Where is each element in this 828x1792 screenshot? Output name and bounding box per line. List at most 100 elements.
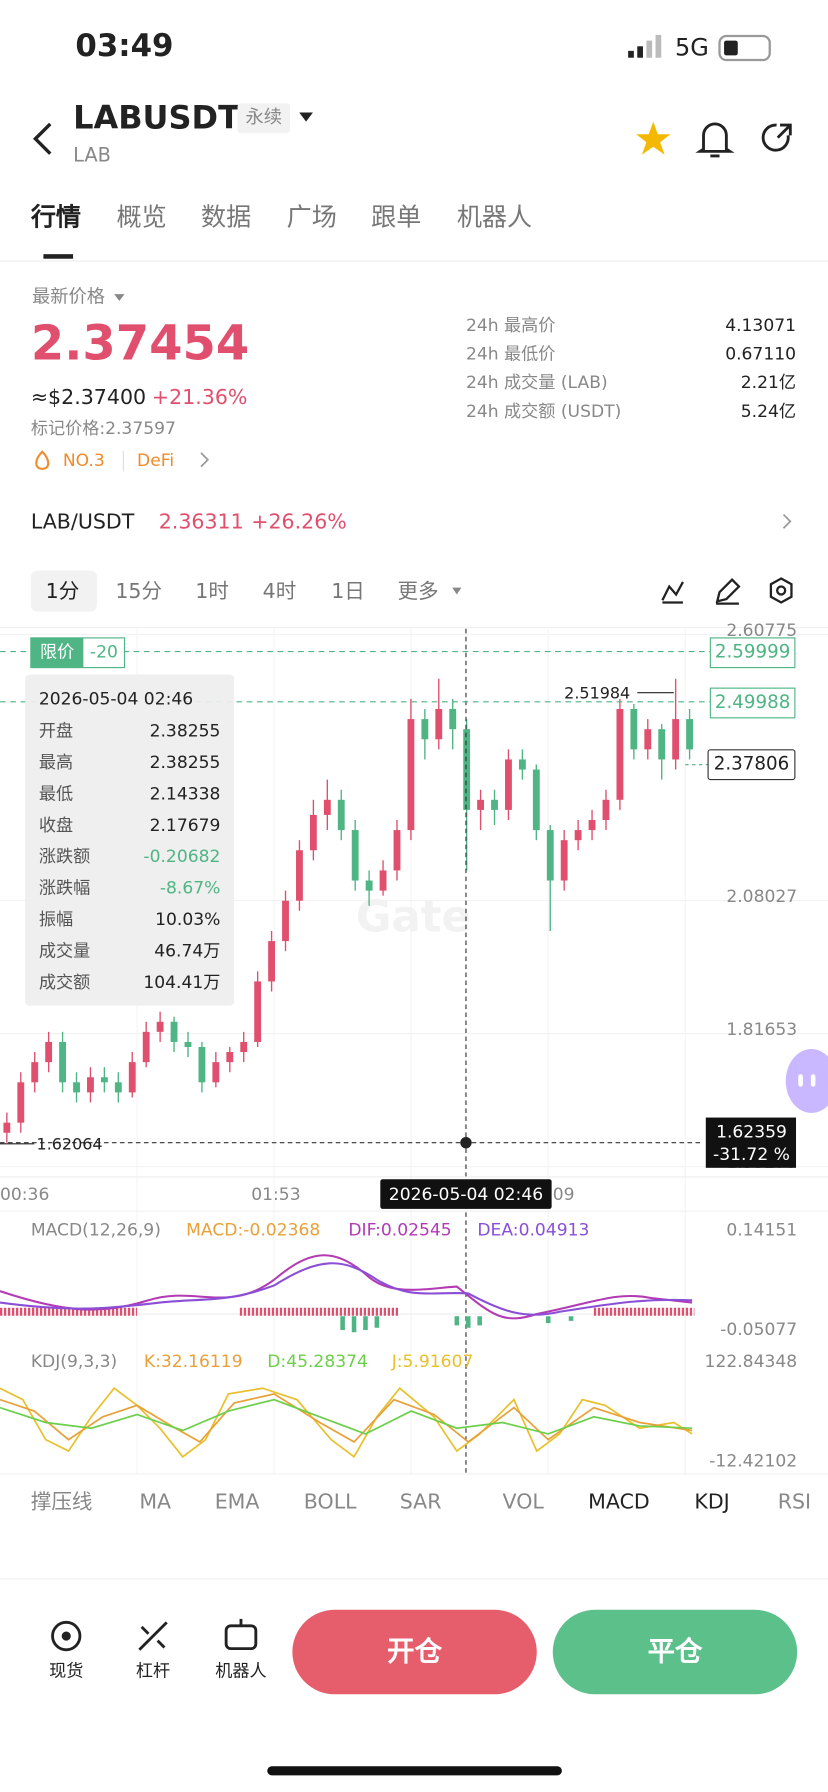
network: 5G <box>675 34 709 62</box>
dropdown[interactable] <box>114 294 125 301</box>
rank[interactable]: NO.3 <box>63 451 105 471</box>
stat-label: 24h 成交额 (USDT) <box>466 402 621 422</box>
d-line <box>0 1398 693 1435</box>
close-button[interactable] <box>552 1609 798 1695</box>
chevron <box>200 452 210 468</box>
tab[interactable]: 机器人 <box>457 203 532 232</box>
candle-body <box>184 1041 192 1048</box>
tab[interactable]: 概览 <box>116 203 166 232</box>
tab[interactable]: 广场 <box>287 203 337 232</box>
mark-price: 标记价格:2.37597 <box>31 419 176 439</box>
pair-name[interactable]: LAB/USDT <box>31 510 135 534</box>
indicator-tab[interactable]: SAR <box>400 1489 442 1513</box>
tab[interactable]: 跟单 <box>371 203 421 232</box>
share[interactable] <box>761 123 792 152</box>
kdj-d: D:45.28374 <box>267 1352 368 1372</box>
candle-body <box>3 1122 11 1133</box>
candle-body <box>31 1062 39 1083</box>
candle-body <box>393 830 401 871</box>
candle-body <box>100 1077 108 1083</box>
indicator-tab[interactable]: MA <box>139 1489 171 1513</box>
last-price-box <box>707 749 796 781</box>
k-line <box>0 1393 693 1443</box>
nav-item[interactable]: 现货 <box>49 1661 83 1681</box>
candle-body <box>505 759 512 810</box>
macd-max: 0.14151 <box>726 1221 797 1241</box>
symbol: LABUSDT <box>73 98 240 136</box>
interval[interactable]: 4时 <box>263 579 297 603</box>
x-label: 00:36 <box>0 1185 49 1205</box>
candle-body <box>491 799 498 810</box>
back-button[interactable] <box>32 122 52 155</box>
tooltip-label: 成交量 <box>39 941 90 961</box>
bubble-eye <box>810 1074 816 1087</box>
candle-body <box>463 729 471 810</box>
candle-body <box>59 1041 67 1083</box>
interval[interactable]: 1分 <box>46 579 80 603</box>
candle-body <box>644 729 652 750</box>
indicator-tab[interactable]: BOLL <box>304 1489 357 1513</box>
chevron <box>782 513 792 529</box>
settings[interactable] <box>769 577 793 604</box>
candle-body <box>532 769 540 831</box>
tooltip-value: -0.20682 <box>143 847 220 867</box>
candle-body <box>672 719 680 760</box>
indicator-tab[interactable]: 撑压线 <box>31 1489 93 1513</box>
dropdown[interactable] <box>299 112 313 122</box>
interval[interactable]: 15分 <box>115 579 162 603</box>
candle-body <box>212 1062 220 1083</box>
home-indicator <box>267 1766 562 1776</box>
nav-item[interactable]: 杠杆 <box>136 1661 170 1681</box>
indicator-tab[interactable]: EMA <box>215 1489 260 1513</box>
candle-body <box>240 1041 248 1053</box>
candle-body <box>546 830 554 881</box>
macd-min: -0.05077 <box>720 1320 797 1340</box>
candle-body <box>518 759 526 770</box>
usd-price: ≈$2.37400 <box>31 385 146 409</box>
interval[interactable]: 1日 <box>331 579 365 603</box>
crosshair-dot <box>460 1136 472 1149</box>
dropdown[interactable] <box>452 587 462 595</box>
interval[interactable]: 更多 <box>397 579 438 603</box>
tab[interactable]: 数据 <box>201 203 251 232</box>
draw-tool[interactable] <box>715 578 741 605</box>
candle-body <box>45 1041 53 1063</box>
price-label: 最新价格 <box>32 287 105 308</box>
interval-active-bg <box>30 570 98 612</box>
candle-body <box>435 709 443 740</box>
bot-icon <box>224 1624 258 1651</box>
watermark: Gate <box>356 892 471 942</box>
sector[interactable]: DeFi <box>137 451 174 471</box>
stat-label: 24h 最高价 <box>466 316 555 336</box>
open-button[interactable] <box>292 1609 537 1695</box>
tag: 永续 <box>246 107 283 128</box>
tooltip-label: 最低 <box>39 784 73 804</box>
indicator-tool[interactable] <box>661 581 684 604</box>
crosshair-price-box <box>705 1117 797 1168</box>
candle-body <box>128 1062 136 1093</box>
nav-item[interactable]: 机器人 <box>215 1661 266 1681</box>
candle-body <box>421 719 429 740</box>
candle-body <box>337 799 345 831</box>
indicator-tab[interactable]: KDJ <box>694 1489 729 1513</box>
candle-body <box>365 880 373 891</box>
tab[interactable]: 行情 <box>30 203 81 232</box>
limit-price: 2.59999 <box>715 642 791 663</box>
tooltip-label: 成交额 <box>39 973 90 993</box>
candle-body <box>351 830 359 881</box>
candle-body <box>296 850 303 901</box>
macd-dif: DIF:0.02545 <box>348 1221 451 1241</box>
indicator-tab[interactable]: RSI <box>778 1489 811 1513</box>
candle-body <box>114 1082 122 1093</box>
stat-value: 2.21亿 <box>741 373 796 393</box>
spot-dot <box>61 1631 71 1641</box>
indicator-tab[interactable]: MACD <box>588 1489 650 1513</box>
floating-bubble[interactable] <box>785 1049 828 1113</box>
alert[interactable] <box>695 122 735 158</box>
favorite[interactable] <box>636 121 671 155</box>
tooltip <box>25 674 235 1006</box>
pair-price: 2.36311 <box>159 510 244 534</box>
indicator-tab[interactable]: VOL <box>503 1489 545 1513</box>
interval[interactable]: 1时 <box>195 579 229 603</box>
